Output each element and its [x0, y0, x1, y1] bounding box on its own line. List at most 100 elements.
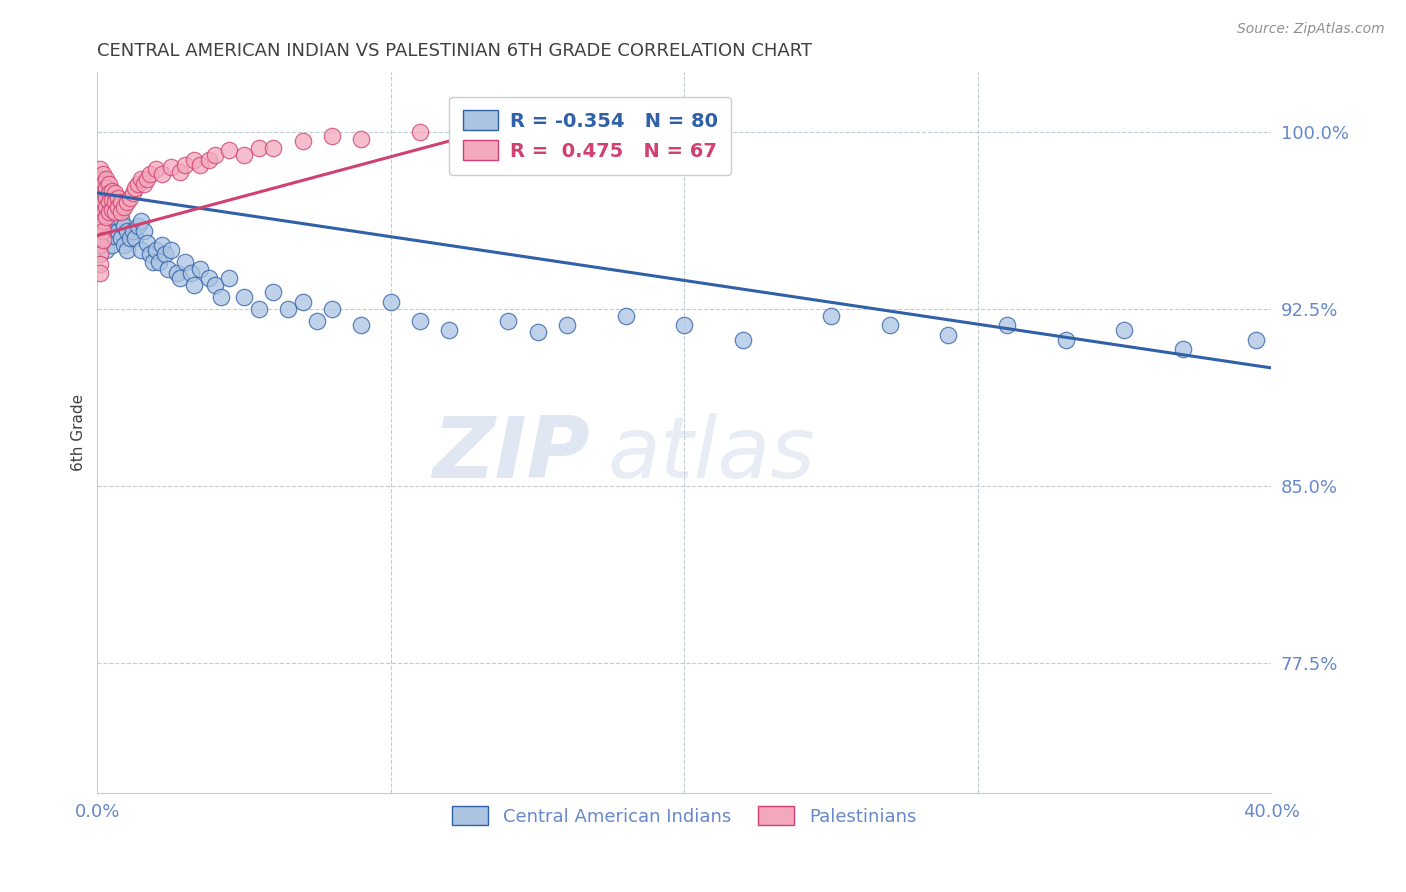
Point: [89, 181, 111, 195]
Point: [91, 233, 114, 247]
Point: [98, 228, 121, 243]
Point: [131, 243, 153, 257]
Point: [307, 313, 329, 327]
Point: [107, 224, 129, 238]
Point: [96, 214, 118, 228]
Point: [96, 210, 118, 224]
Point: [468, 127, 491, 141]
Point: [96, 191, 118, 205]
Point: [183, 278, 205, 293]
Point: [104, 210, 127, 224]
Point: [98, 195, 121, 210]
Point: [188, 261, 211, 276]
Point: [127, 177, 149, 191]
Point: [936, 327, 959, 342]
Point: [134, 177, 156, 191]
Point: [89, 171, 111, 186]
Point: [121, 224, 143, 238]
Point: [247, 301, 270, 316]
Point: [104, 228, 127, 243]
Legend: Central American Indians, Palestinians: Central American Indians, Palestinians: [443, 797, 925, 835]
Point: [98, 195, 121, 210]
Point: [101, 238, 124, 252]
Point: [139, 167, 162, 181]
Point: [145, 162, 167, 177]
Point: [115, 195, 138, 210]
Point: [118, 231, 141, 245]
Point: [124, 181, 146, 195]
Point: [89, 257, 111, 271]
Point: [96, 171, 118, 186]
Point: [91, 224, 114, 238]
Point: [91, 205, 114, 219]
Point: [112, 219, 135, 233]
Point: [233, 148, 256, 162]
Point: [142, 254, 165, 268]
Point: [198, 271, 221, 285]
Point: [188, 158, 211, 172]
Point: [409, 313, 432, 327]
Point: [101, 202, 124, 217]
Text: Source: ZipAtlas.com: Source: ZipAtlas.com: [1237, 22, 1385, 37]
Point: [89, 191, 111, 205]
Point: [1246, 333, 1268, 347]
Point: [96, 188, 118, 202]
Point: [101, 200, 124, 214]
Point: [731, 333, 754, 347]
Point: [148, 254, 170, 268]
Point: [350, 318, 373, 333]
Point: [321, 129, 343, 144]
Point: [89, 266, 111, 280]
Text: atlas: atlas: [607, 413, 815, 496]
Point: [174, 254, 197, 268]
Point: [233, 290, 256, 304]
Point: [91, 233, 114, 247]
Point: [380, 294, 402, 309]
Point: [247, 141, 270, 155]
Point: [101, 193, 124, 207]
Point: [115, 243, 138, 257]
Point: [350, 131, 373, 145]
Point: [89, 162, 111, 177]
Point: [1114, 323, 1136, 337]
Point: [110, 231, 132, 245]
Point: [121, 186, 143, 200]
Point: [101, 184, 124, 198]
Point: [89, 210, 111, 224]
Point: [166, 266, 188, 280]
Point: [91, 191, 114, 205]
Point: [879, 318, 901, 333]
Point: [91, 214, 114, 228]
Point: [96, 200, 118, 214]
Point: [204, 278, 226, 293]
Point: [209, 290, 232, 304]
Point: [110, 205, 132, 219]
Point: [107, 205, 129, 219]
Point: [91, 205, 114, 219]
Point: [91, 195, 114, 210]
Point: [89, 238, 111, 252]
Point: [262, 285, 284, 300]
Point: [134, 224, 156, 238]
Point: [98, 177, 121, 191]
Point: [131, 214, 153, 228]
Point: [89, 224, 111, 238]
Point: [1171, 342, 1194, 356]
Point: [98, 211, 121, 226]
Point: [89, 219, 111, 233]
Point: [277, 301, 299, 316]
Point: [145, 243, 167, 257]
Point: [262, 141, 284, 155]
Point: [204, 148, 226, 162]
Point: [131, 171, 153, 186]
Point: [439, 323, 461, 337]
Point: [218, 144, 240, 158]
Point: [169, 164, 191, 178]
Point: [96, 228, 118, 243]
Point: [1054, 333, 1077, 347]
Point: [98, 186, 121, 200]
Point: [91, 186, 114, 200]
Point: [110, 211, 132, 226]
Point: [820, 309, 842, 323]
Point: [153, 247, 176, 261]
